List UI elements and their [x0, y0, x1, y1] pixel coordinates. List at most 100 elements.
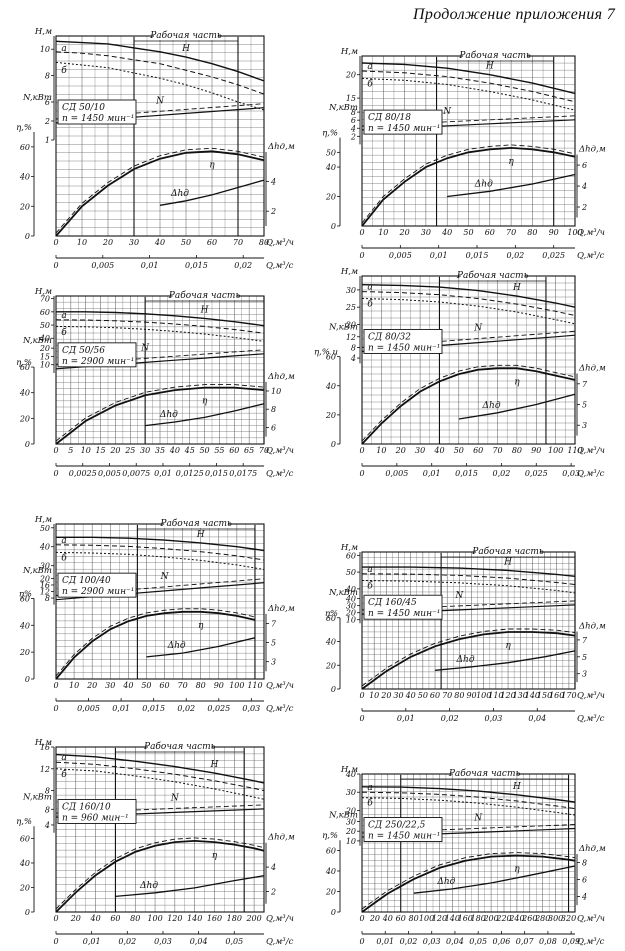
curve-dh: [145, 403, 265, 427]
model-name: СД 160/45: [368, 598, 417, 608]
q-m3s-axis-label: Q,м³/с: [577, 937, 605, 947]
label-h: H: [512, 782, 521, 792]
q-m3h-tick-label: 220: [495, 914, 511, 923]
model-speed: n = 960 мин⁻¹: [62, 813, 129, 823]
eta-tick-label: 60: [326, 846, 336, 855]
q-m3s-tick-label: 0,04: [446, 937, 464, 946]
q-m3s-tick-label: 0,015: [455, 469, 478, 478]
curve-eta-alt: [55, 608, 256, 677]
dh-axis-label: Δhд,м: [267, 604, 295, 614]
label-b: б: [367, 78, 373, 89]
q-m3s-tick-label: 0,03: [485, 714, 503, 723]
q-m3s-tick-label: 0,015: [466, 251, 489, 260]
work-region-label-bg: [172, 289, 237, 300]
eta-tick-label: 40: [19, 173, 30, 182]
q-m3h-axis-label: Q,м³/ч: [577, 914, 605, 924]
q-m3h-tick-label: 80: [527, 228, 537, 237]
curve-eta-alt: [55, 384, 265, 442]
q-m3s-tick-label: 0,01: [141, 261, 159, 270]
q-m3h-tick-label: 0: [359, 914, 364, 923]
model-name: СД 80/32: [368, 332, 411, 342]
n-tick-label: 2: [350, 132, 356, 141]
n-tick-label: 8: [351, 343, 356, 352]
curve-eta: [361, 367, 576, 445]
model-speed: n = 1450 мин⁻¹: [62, 114, 134, 124]
q-m3s-tick-label: 0: [359, 714, 364, 723]
h-axis-label: H,м: [340, 765, 358, 775]
n-tick-label: 4: [44, 821, 50, 830]
q-m3s-axis-label: Q,м³/с: [577, 251, 605, 261]
chart-body: Рабочая часть Hаб Nη Δhд СД 160/10n = 960 ми…: [16, 738, 295, 947]
h-axis-label: H,м: [34, 515, 52, 525]
work-region-label: Рабочая часть: [458, 50, 531, 61]
q-m3s-tick-label: 0,005: [77, 704, 100, 713]
h-axis-label: H,м: [34, 287, 52, 297]
q-m3h-axis-label: Q,м³/ч: [266, 238, 294, 248]
dh-tick-label: 2: [581, 203, 587, 212]
eta-tick-label: 20: [325, 661, 336, 670]
n-tick-label: 8: [45, 805, 50, 814]
q-m3s-tick-label: 0,04: [190, 937, 208, 946]
n-tick-label: 8: [351, 108, 356, 117]
n-tick-label: 15: [40, 352, 50, 361]
q-m3h-tick-label: 160: [458, 914, 473, 923]
chart-svg-7: Рабочая часть Hаб Nη Δhд СД 160/10n = 960 ми…: [16, 738, 295, 947]
label-dh: Δhд: [456, 655, 475, 665]
eta-tick-label: 40: [19, 389, 30, 398]
label-eta: η: [212, 851, 218, 861]
h-tick-label: 10: [40, 45, 50, 54]
n-tick-label: 20: [39, 574, 50, 583]
eta-axis-label: η,% u: [314, 348, 338, 358]
curve-dh: [146, 637, 256, 658]
curve-h: [56, 311, 265, 327]
curve-dh: [434, 650, 576, 671]
curve-b: [361, 797, 576, 816]
q-m3s-tick-label: 0,02: [493, 469, 511, 478]
q-m3h-tick-label: 200: [482, 914, 498, 923]
label-h: H: [196, 530, 205, 540]
q-m3h-tick-label: 120: [432, 914, 447, 923]
q-m3h-tick-label: 60: [396, 914, 406, 923]
curve-a: [55, 51, 265, 95]
q-m3h-tick-label: 90: [214, 681, 224, 690]
label-h: H: [181, 44, 190, 54]
curve-dh: [447, 173, 576, 198]
curve-a: [55, 544, 265, 561]
q-m3h-tick-label: 20: [70, 914, 81, 923]
dh-tick-label: 2: [270, 207, 276, 216]
curve-dh: [115, 875, 265, 898]
eta-tick-label: 20: [19, 202, 30, 211]
q-m3h-tick-label: 60: [430, 691, 440, 700]
curve-eta-alt: [55, 837, 265, 910]
q-m3h-tick-label: 260: [521, 914, 537, 923]
eta-tick-label: 60: [20, 594, 30, 603]
label-n: N: [473, 324, 483, 334]
q-m3h-tick-label: 90: [531, 446, 541, 455]
dh-tick-label: 6: [582, 876, 587, 885]
label-eta: η: [508, 157, 514, 167]
curve-eta: [55, 839, 265, 913]
q-m3h-tick-label: 70: [442, 691, 452, 700]
label-a: а: [367, 62, 372, 72]
q-m3h-tick-label: 60: [229, 446, 239, 455]
label-b: б: [367, 299, 373, 310]
q-m3h-tick-label: 25: [124, 446, 135, 455]
model-name: СД 160/10: [62, 802, 111, 812]
n-axis-label: N,кВт: [22, 792, 52, 802]
work-region-label-bg: [164, 517, 229, 528]
eta-axis-label: η,%: [16, 358, 32, 368]
model-box: [57, 798, 137, 824]
dh-axis-label: Δhд,м: [578, 145, 606, 155]
model-box: [363, 328, 443, 354]
dh-tick-label: 7: [582, 636, 588, 645]
q-m3s-tick-label: 0,02: [506, 251, 524, 260]
dh-axis-label: Δhд,м: [578, 844, 606, 854]
dh-tick-label: 5: [582, 653, 587, 662]
label-h: H: [503, 557, 512, 567]
q-m3h-tick-label: 65: [244, 446, 254, 455]
eta-tick-label: 0: [331, 222, 336, 231]
q-m3h-tick-label: 10: [378, 228, 388, 237]
eta-axis-label: η,%: [322, 831, 338, 841]
curve-eta-alt: [361, 364, 576, 442]
